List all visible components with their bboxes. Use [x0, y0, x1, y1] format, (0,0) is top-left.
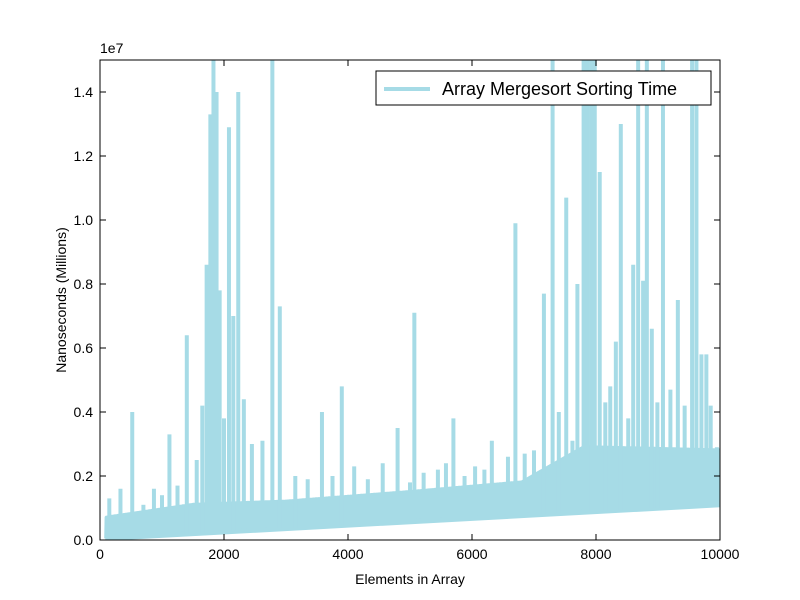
series-line: [104, 60, 720, 540]
plot-frame: [99, 59, 721, 541]
legend-box: [375, 70, 712, 106]
y-axis-label: Nanoseconds (Millions): [53, 227, 69, 373]
y-tick-label-2: 0.4: [74, 404, 94, 420]
legend: Array Mergesort Sorting Time: [375, 70, 712, 106]
legend-label: Array Mergesort Sorting Time: [442, 79, 677, 99]
ticks-layer: 0 2000 4000 6000 8000 10000 0.0 0.2 0.4 0.6 0.8 1.0…: [74, 60, 740, 562]
x-tick-label-3: 6000: [456, 546, 487, 562]
y-tick-label-7: 1.4: [74, 84, 94, 100]
offset-text: 1e7: [100, 40, 124, 56]
x-axis-label: Elements in Array: [355, 571, 465, 587]
x-tick-label-1: 2000: [208, 546, 239, 562]
y-tick-label-6: 1.2: [74, 148, 94, 164]
series-layer: [104, 60, 720, 540]
x-tick-label-2: 4000: [332, 546, 363, 562]
x-tick-label-0: 0: [96, 546, 104, 562]
y-tick-label-4: 0.8: [74, 276, 94, 292]
y-tick-label-0: 0.0: [74, 532, 94, 548]
y-tick-label-3: 0.6: [74, 340, 94, 356]
x-tick-label-5: 10000: [701, 546, 740, 562]
x-tick-label-4: 8000: [580, 546, 611, 562]
y-tick-label-5: 1.0: [74, 212, 94, 228]
y-tick-label-1: 0.2: [74, 468, 94, 484]
